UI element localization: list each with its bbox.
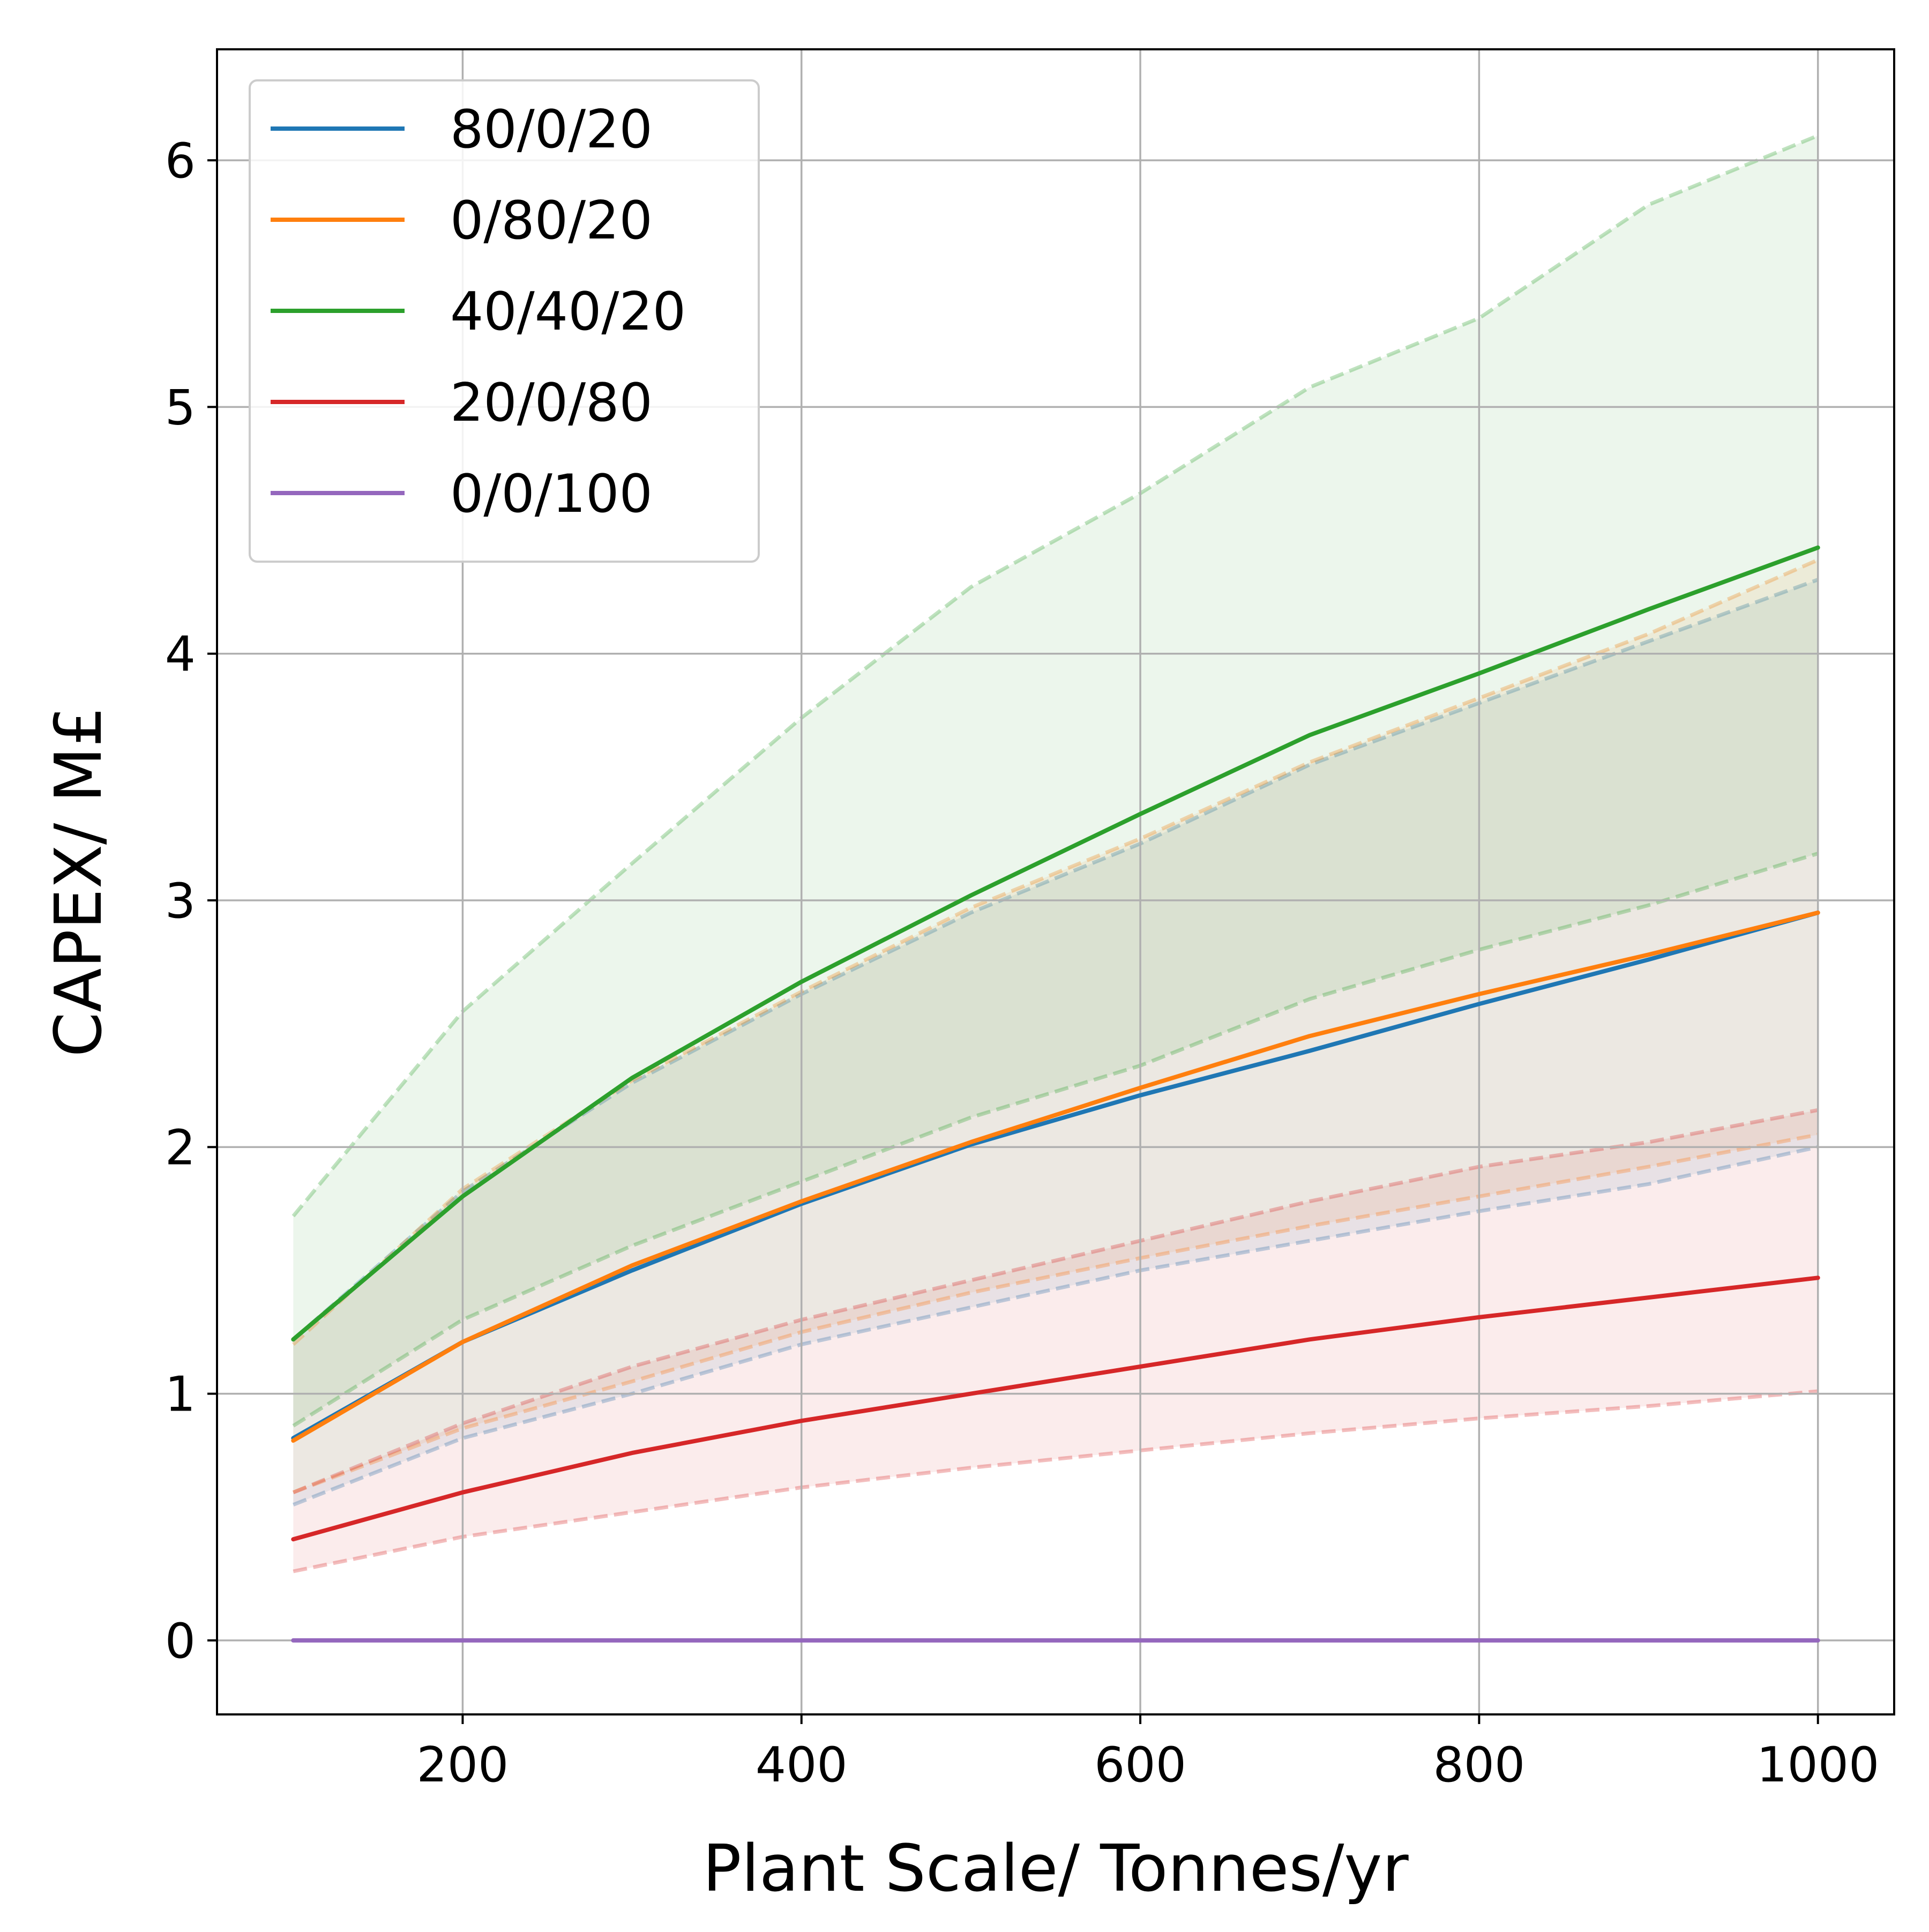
band-upper-line-3 bbox=[292, 1108, 1819, 1494]
y-axis-title: CAPEX/ M£ bbox=[42, 706, 116, 1057]
legend-label-4: 0/0/100 bbox=[450, 464, 653, 525]
x-tick-label: 800 bbox=[1433, 1737, 1526, 1793]
y-tick-label: 0 bbox=[165, 1613, 196, 1669]
legend-label-1: 0/80/20 bbox=[450, 190, 653, 251]
series-line-1 bbox=[291, 911, 1820, 1443]
legend-label-0: 80/0/20 bbox=[450, 99, 653, 160]
bands-layer bbox=[291, 133, 1819, 1573]
y-tick-label: 4 bbox=[165, 626, 196, 683]
band-area-1 bbox=[293, 560, 1818, 1493]
y-tick-label: 5 bbox=[165, 379, 196, 436]
legend-label-3: 20/0/80 bbox=[450, 372, 653, 434]
series-line-0 bbox=[291, 911, 1820, 1441]
x-tick-label: 400 bbox=[756, 1737, 848, 1793]
x-tick-label: 600 bbox=[1094, 1737, 1186, 1793]
y-tick-label: 2 bbox=[165, 1120, 196, 1176]
x-axis-title: Plant Scale/ Tonnes/yr bbox=[702, 1832, 1409, 1906]
band-upper-line-0 bbox=[291, 578, 1819, 1341]
band-lower-line-1 bbox=[293, 1132, 1819, 1494]
band-lower-line-2 bbox=[292, 852, 1819, 1428]
band-upper-line-2 bbox=[291, 133, 1819, 1218]
y-tick-label: 3 bbox=[165, 873, 196, 929]
band-area-2 bbox=[293, 136, 1818, 1426]
grid-layer bbox=[217, 49, 1894, 1714]
ticks-layer: 200 400 600 800 1000 0 1 2 3 4 5 6 bbox=[165, 133, 1880, 1793]
x-tick-label: 1000 bbox=[1756, 1737, 1879, 1793]
series-line-3 bbox=[291, 1275, 1820, 1542]
x-tick-label: 200 bbox=[417, 1737, 509, 1793]
legend-label-2: 40/40/20 bbox=[450, 281, 686, 342]
band-lower-line-0 bbox=[293, 1145, 1819, 1506]
band-area-3 bbox=[293, 1110, 1818, 1571]
lines-layer bbox=[291, 545, 1820, 1643]
y-tick-label: 6 bbox=[165, 133, 196, 189]
y-tick-label: 1 bbox=[165, 1367, 196, 1423]
legend-box bbox=[249, 79, 760, 563]
plot-frame bbox=[216, 48, 1895, 1715]
series-line-2 bbox=[291, 545, 1820, 1342]
band-area-0 bbox=[293, 579, 1818, 1505]
legend: 80/0/20 0/80/20 40/40/20 20/0/80 0/0/100 bbox=[249, 79, 760, 563]
